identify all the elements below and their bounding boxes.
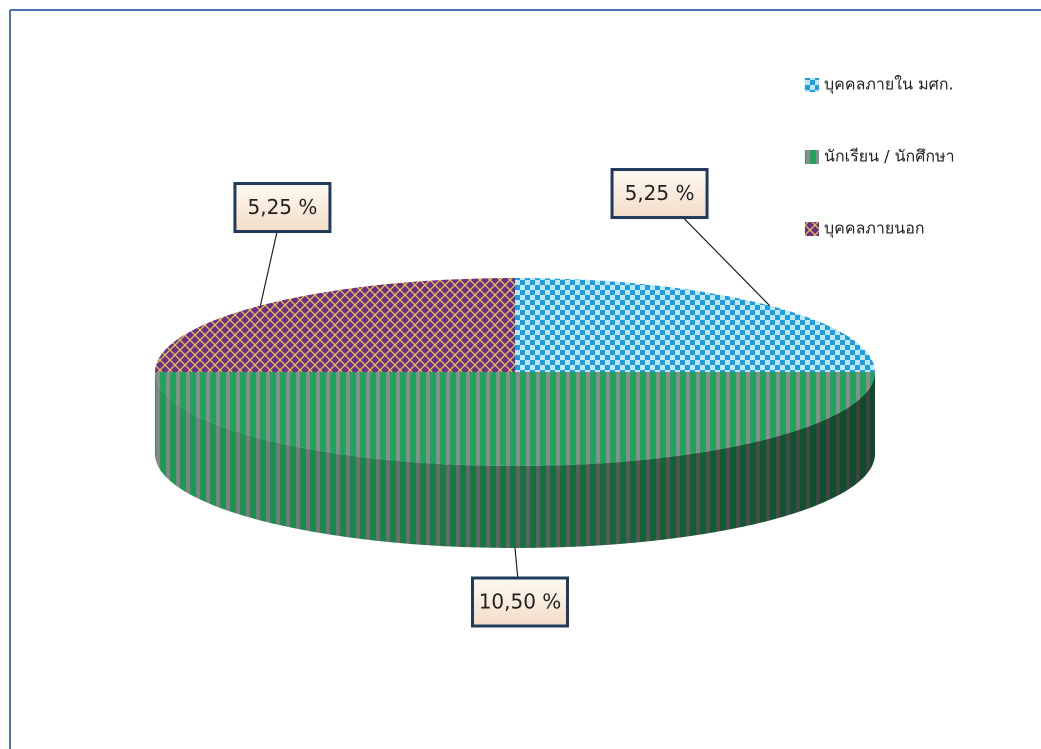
label-box (471, 576, 569, 628)
value-label: 5,25 % (247, 195, 317, 219)
value-label: 10,50 % (479, 590, 562, 614)
legend-marker (805, 150, 819, 164)
legend-label: บุคคลภายใน มศก. (824, 75, 954, 95)
label-box (610, 168, 709, 220)
legend-label: นักเรียน / นักศึกษา (824, 147, 955, 166)
legend-marker (805, 222, 819, 236)
value-label: 5,25 % (625, 181, 695, 205)
legend-label: บุคคลภายนอก (824, 219, 925, 239)
slice (155, 372, 875, 466)
slice-side (155, 372, 875, 548)
slice-side-shade (155, 372, 875, 548)
slice (515, 278, 875, 372)
label-box (233, 182, 332, 234)
legend-marker (805, 78, 819, 92)
slice (155, 278, 515, 372)
